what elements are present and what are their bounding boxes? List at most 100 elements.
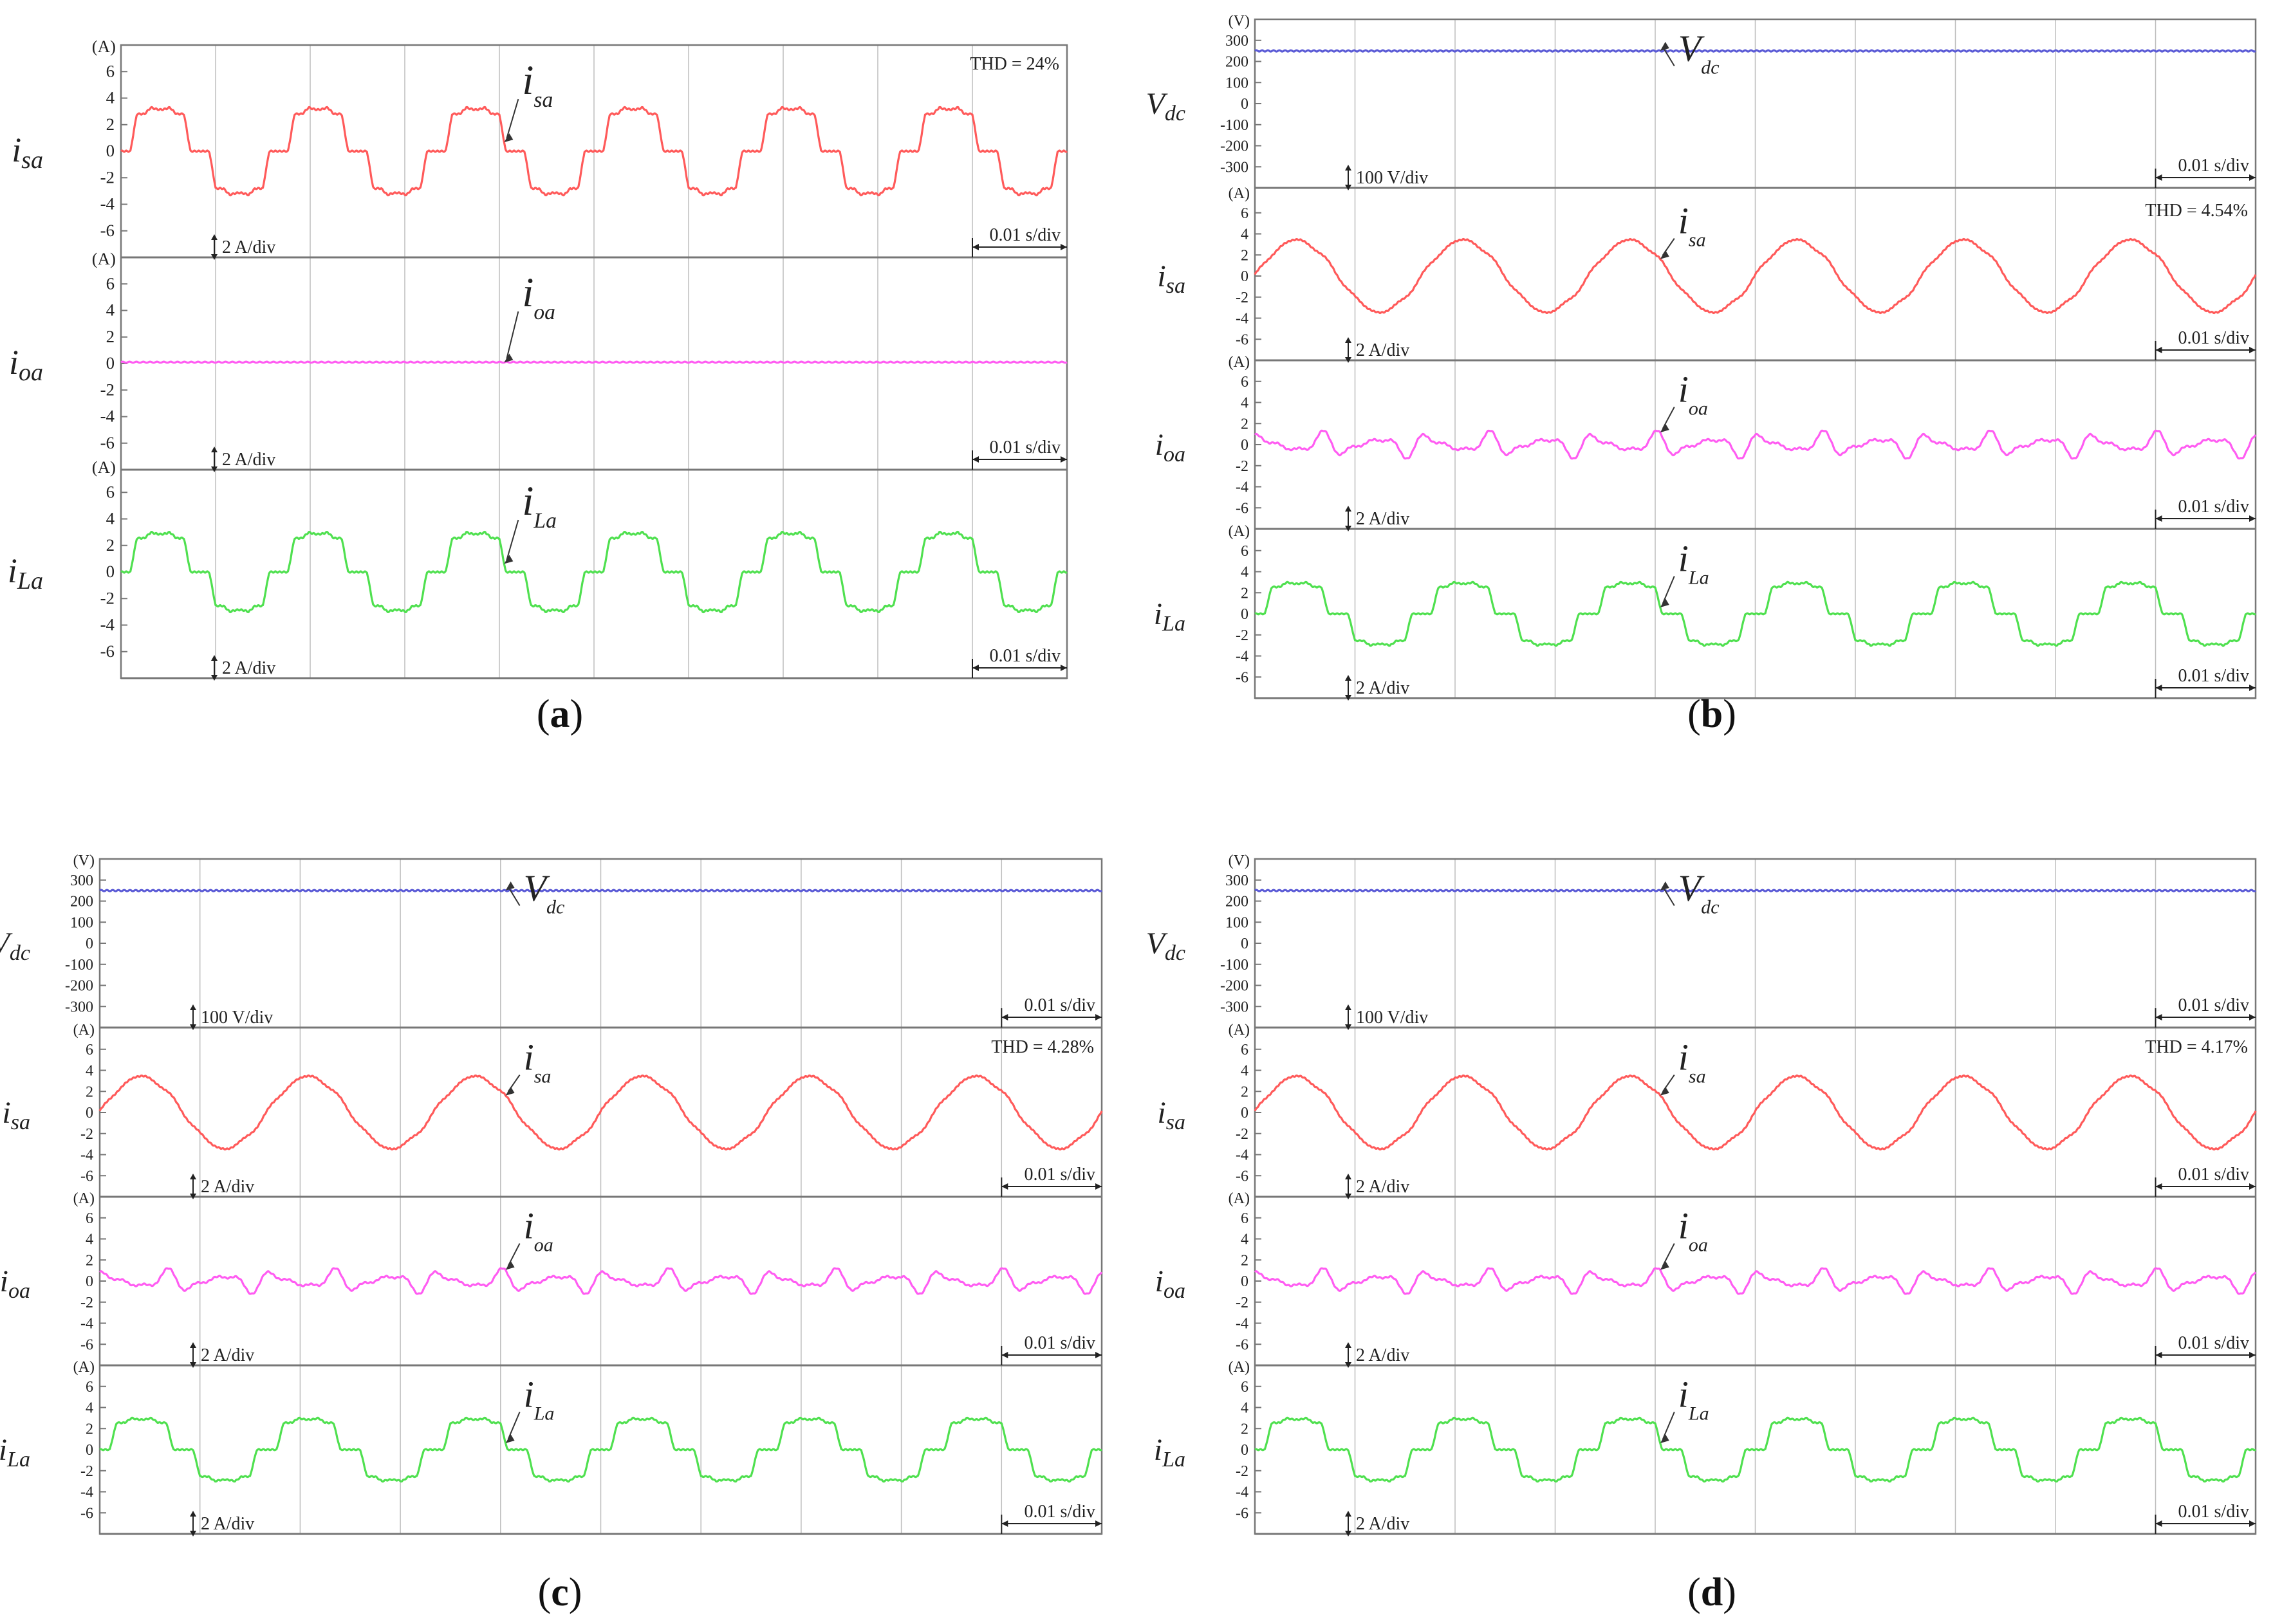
y-tick-label: -2 bbox=[1236, 1463, 1248, 1480]
y-tick-label: 4 bbox=[106, 300, 115, 320]
y-axis-label-main: i bbox=[2, 1096, 10, 1130]
y-tick-label: 100 bbox=[1225, 75, 1248, 91]
y-tick-label: -6 bbox=[80, 1336, 93, 1353]
y-tick-label: 6 bbox=[1241, 205, 1248, 222]
y-tick-label: 100 bbox=[1225, 914, 1248, 931]
trace-annotation-sub: dc bbox=[1701, 897, 1719, 918]
annotation-arrowhead bbox=[505, 1434, 515, 1443]
amplitude-scale-label: 2 A/div bbox=[201, 1177, 254, 1197]
y-axis-label-main: V bbox=[1146, 87, 1168, 121]
annotation-arrowhead bbox=[505, 881, 515, 890]
trace-annotation-sub: sa bbox=[1689, 230, 1706, 251]
y-axis-label-sub: dc bbox=[1165, 102, 1185, 125]
trace-annotation-main: V bbox=[1678, 28, 1705, 69]
y-axis-label-main: V bbox=[0, 927, 13, 961]
scale-arrow-heads bbox=[1345, 165, 1351, 190]
y-tick-label: -6 bbox=[80, 1168, 93, 1185]
trace-iLa bbox=[1254, 580, 2256, 647]
trace-iLa bbox=[99, 1416, 1102, 1483]
unit-label: (A) bbox=[1229, 1359, 1250, 1376]
y-tick-label: -6 bbox=[100, 221, 115, 240]
y-tick-label: 200 bbox=[1225, 894, 1248, 910]
trace-isa bbox=[98, 1074, 1103, 1151]
y-tick-label: 6 bbox=[1241, 1210, 1248, 1227]
scale-arrow-heads bbox=[1345, 1511, 1351, 1536]
y-tick-label: 6 bbox=[1241, 1042, 1248, 1058]
trace-annotation: iLa bbox=[522, 478, 557, 533]
y-axis-label-main: i bbox=[0, 1433, 7, 1467]
y-axis-label-main: i bbox=[1154, 597, 1162, 631]
trace-annotation-sub: oa bbox=[1689, 398, 1708, 420]
y-tick-label: -4 bbox=[1236, 649, 1248, 665]
y-tick-label: -4 bbox=[100, 194, 115, 214]
y-tick-label: -4 bbox=[1236, 479, 1248, 496]
y-axis-label-sub: La bbox=[6, 1448, 30, 1472]
time-scale-label: 0.01 s/div bbox=[1025, 1165, 1095, 1185]
unit-label: (A) bbox=[92, 249, 116, 268]
trace-annotation-sub: oa bbox=[1689, 1235, 1708, 1256]
y-tick-label: -2 bbox=[100, 588, 115, 607]
y-tick-label: -6 bbox=[1236, 1505, 1248, 1522]
y-tick-label: 200 bbox=[70, 894, 93, 910]
y-tick-label: 0 bbox=[86, 1273, 93, 1290]
scale-arrow-heads bbox=[211, 447, 218, 472]
time-scale-label: 0.01 s/div bbox=[2178, 1165, 2249, 1185]
scale-arrow-heads bbox=[1345, 1342, 1351, 1368]
y-tick-label: 4 bbox=[106, 509, 115, 528]
annotation-leader bbox=[1662, 46, 1675, 67]
y-tick-label: -4 bbox=[100, 615, 115, 634]
y-tick-label: -100 bbox=[1220, 117, 1248, 134]
y-axis-label: iLa bbox=[0, 1433, 30, 1472]
annotation-leader bbox=[507, 886, 521, 907]
unit-label: (A) bbox=[1229, 354, 1250, 371]
time-scale-label: 0.01 s/div bbox=[2178, 1502, 2249, 1522]
y-tick-label: 0 bbox=[1241, 1273, 1248, 1290]
y-tick-label: 4 bbox=[1241, 1232, 1248, 1248]
scale-arrow-heads bbox=[190, 1004, 196, 1030]
annotation-arrowhead bbox=[1660, 423, 1669, 433]
trace-annotation: isa bbox=[522, 57, 553, 112]
trace-annotation-sub: sa bbox=[534, 1066, 552, 1087]
amplitude-scale-label: 2 A/div bbox=[222, 237, 275, 257]
time-scale-label: 0.01 s/div bbox=[1025, 1333, 1095, 1353]
y-tick-label: -2 bbox=[80, 1463, 93, 1480]
y-tick-label: -2 bbox=[1236, 627, 1248, 644]
y-tick-label: -4 bbox=[1236, 1147, 1248, 1164]
y-tick-label: -2 bbox=[80, 1126, 93, 1143]
y-axis-label-main: V bbox=[1146, 927, 1168, 961]
y-axis-label-sub: La bbox=[17, 567, 43, 595]
y-tick-label: 2 bbox=[86, 1421, 93, 1437]
annotation-arrowhead bbox=[504, 555, 514, 564]
caption-paren-close: ) bbox=[1723, 692, 1736, 736]
y-axis-label: ioa bbox=[0, 1264, 30, 1303]
y-tick-label: 0 bbox=[1241, 96, 1248, 113]
y-axis-label-sub: sa bbox=[1166, 1111, 1185, 1134]
scale-arrow-heads bbox=[1345, 337, 1351, 363]
caption-paren-open: ( bbox=[1687, 692, 1701, 736]
y-tick-label: 2 bbox=[1241, 1421, 1248, 1437]
y-axis-label: isa bbox=[12, 131, 43, 174]
y-tick-label: 4 bbox=[86, 1400, 93, 1417]
trace-annotation-sub: La bbox=[1688, 567, 1709, 589]
y-axis-label: ioa bbox=[9, 343, 43, 386]
y-axis-label: isa bbox=[2, 1096, 30, 1134]
annotation-leader bbox=[506, 519, 519, 560]
trace-annotation-sub: oa bbox=[534, 1235, 553, 1256]
scale-arrow-heads bbox=[1345, 1174, 1351, 1199]
trace-annotation-main: i bbox=[522, 478, 533, 524]
y-axis-label-main: i bbox=[1154, 1433, 1162, 1467]
y-axis-label: ioa bbox=[1155, 1264, 1185, 1303]
y-tick-label: 6 bbox=[106, 482, 115, 501]
y-tick-label: -6 bbox=[80, 1505, 93, 1522]
trace-annotation: ioa bbox=[1678, 1205, 1708, 1256]
trace-annotation: isa bbox=[524, 1037, 552, 1087]
y-tick-label: 0 bbox=[1241, 606, 1248, 623]
amplitude-scale-label: 2 A/div bbox=[1356, 340, 1409, 360]
trace-annotation-main: V bbox=[524, 867, 551, 909]
y-tick-label: 4 bbox=[1241, 1063, 1248, 1080]
y-axis-label-main: i bbox=[1157, 1096, 1165, 1130]
